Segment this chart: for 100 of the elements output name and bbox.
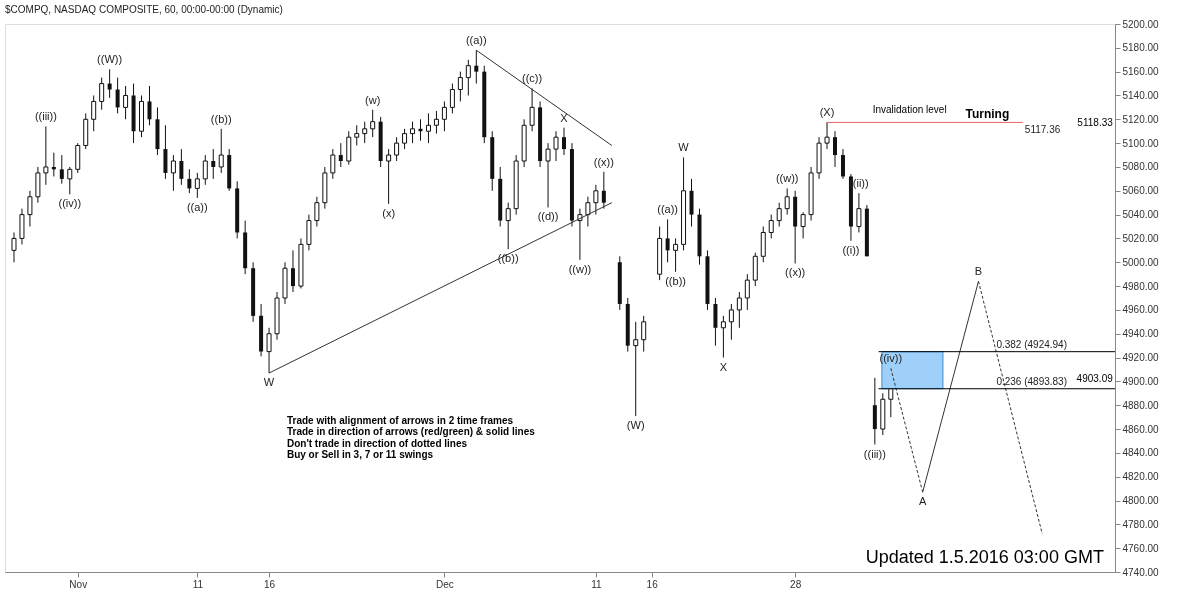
candlestick bbox=[824, 121, 830, 150]
candlestick bbox=[545, 142, 551, 208]
y-tick-label: 5140.00 bbox=[1122, 89, 1160, 101]
candlestick bbox=[744, 273, 750, 311]
candlestick bbox=[179, 148, 184, 186]
annotation: Trade in direction of arrows (red/green) & solid lines bbox=[286, 426, 536, 438]
chart-title: $COMPQ, NASDAQ COMPOSITE, 60, 00:00-00:00 (Dynamic) bbox=[5, 4, 283, 15]
candlestick bbox=[561, 127, 566, 156]
annotation: W bbox=[678, 141, 690, 154]
annotation: B bbox=[974, 265, 983, 278]
y-tick-label: 4940.00 bbox=[1122, 328, 1160, 340]
candlestick bbox=[43, 125, 49, 186]
candlestick bbox=[776, 202, 782, 228]
candlestick bbox=[354, 124, 360, 147]
annotation: ((iv)) bbox=[879, 352, 903, 365]
y-tick-label: 4840.00 bbox=[1122, 447, 1160, 459]
y-tick-label: 5020.00 bbox=[1122, 232, 1160, 244]
candlestick bbox=[760, 226, 766, 263]
annotation: ((c)) bbox=[522, 72, 543, 85]
y-tick-label: 4760.00 bbox=[1122, 542, 1160, 554]
candlestick bbox=[394, 136, 400, 162]
candlestick bbox=[872, 377, 877, 446]
candlestick bbox=[689, 178, 694, 228]
candlestick bbox=[187, 168, 192, 194]
y-tick-label: 4920.00 bbox=[1122, 352, 1160, 364]
candlestick bbox=[67, 166, 73, 195]
annotation: Invalidation level bbox=[872, 104, 947, 116]
x-tick-label: 16 bbox=[264, 578, 276, 590]
candlestick bbox=[202, 154, 208, 186]
y-tick-label: 5160.00 bbox=[1122, 66, 1160, 78]
candlestick bbox=[163, 124, 168, 180]
candlestick bbox=[147, 85, 152, 126]
annotation: Trade with alignment of arrows in 2 time frames bbox=[286, 414, 514, 426]
y-tick-label: 4740.00 bbox=[1122, 566, 1160, 578]
y-tick-label: 4800.00 bbox=[1122, 495, 1160, 507]
candlestick bbox=[75, 142, 81, 174]
x-tick-label: 11 bbox=[192, 578, 204, 590]
annotation: ((iii)) bbox=[863, 447, 886, 460]
candlestick bbox=[457, 71, 463, 102]
candlestick bbox=[346, 130, 352, 166]
candlestick bbox=[720, 315, 726, 359]
candlestick bbox=[59, 154, 64, 185]
candlestick bbox=[641, 315, 647, 353]
annotation: ((a)) bbox=[465, 34, 487, 47]
y-tick-label: 5080.00 bbox=[1122, 161, 1160, 173]
annotation: A bbox=[919, 495, 928, 508]
candlestick bbox=[736, 291, 742, 329]
annotation: ((a)) bbox=[186, 200, 208, 213]
candlestick bbox=[266, 327, 272, 374]
candlestick bbox=[465, 59, 471, 96]
candlestick bbox=[194, 172, 200, 199]
candlestick bbox=[633, 321, 639, 417]
x-tick-label: 16 bbox=[646, 578, 659, 590]
candlestick bbox=[35, 166, 41, 204]
candlestick bbox=[728, 303, 734, 341]
candlestick bbox=[218, 128, 224, 174]
annotation: Updated 1.5.2016 03:00 GMT bbox=[865, 547, 1104, 568]
annotation: ((iv)) bbox=[58, 197, 82, 210]
annotation: W bbox=[263, 376, 275, 389]
candlestick bbox=[433, 110, 439, 135]
candlestick bbox=[338, 142, 343, 168]
candlestick bbox=[673, 237, 679, 273]
candlestick bbox=[123, 85, 129, 120]
y-tick-label: 5060.00 bbox=[1122, 185, 1160, 197]
candlestick bbox=[577, 208, 583, 261]
y-tick-label: 4960.00 bbox=[1122, 304, 1160, 316]
annotation: (W) bbox=[626, 418, 645, 431]
y-tick-label: 5000.00 bbox=[1122, 256, 1160, 268]
annotation: ((w)) bbox=[775, 172, 799, 185]
annotation: 4903.09 bbox=[1076, 372, 1114, 384]
ref-line-label: 0.236 (4893.83) bbox=[996, 375, 1067, 387]
y-tick-label: 4880.00 bbox=[1122, 399, 1160, 411]
candlestick bbox=[362, 121, 368, 144]
annotation: ((i)) bbox=[842, 243, 860, 256]
y-tick-label: 5180.00 bbox=[1122, 42, 1160, 54]
candlestick bbox=[593, 184, 599, 216]
candlestick bbox=[713, 297, 718, 347]
candlestick bbox=[425, 112, 431, 144]
y-tick-label: 5040.00 bbox=[1122, 209, 1160, 221]
candlestick bbox=[91, 94, 97, 132]
candlestick bbox=[27, 190, 33, 228]
annotation: ((x)) bbox=[785, 266, 806, 279]
candlestick bbox=[752, 252, 758, 287]
annotation: (w) bbox=[365, 93, 381, 106]
annotation: ((a)) bbox=[657, 203, 678, 216]
candlestick bbox=[505, 202, 511, 250]
y-tick-label: 5200.00 bbox=[1122, 18, 1160, 30]
annotation: X bbox=[719, 360, 728, 373]
candlestick bbox=[529, 87, 535, 132]
ref-line-label: 0.382 (4924.94) bbox=[996, 338, 1067, 350]
candlestick bbox=[553, 130, 559, 162]
annotation: ((d)) bbox=[537, 210, 559, 223]
y-tick-label: 4980.00 bbox=[1122, 280, 1160, 292]
candlestick bbox=[585, 196, 591, 228]
candlestick bbox=[784, 187, 790, 216]
candlestick bbox=[107, 68, 112, 99]
annotation: ((w)) bbox=[568, 262, 592, 275]
x-tick-label: 11 bbox=[591, 578, 602, 590]
y-tick-label: 4820.00 bbox=[1122, 471, 1160, 483]
annotation: Buy or Sell in 3, 7 or 11 swings bbox=[286, 449, 434, 461]
